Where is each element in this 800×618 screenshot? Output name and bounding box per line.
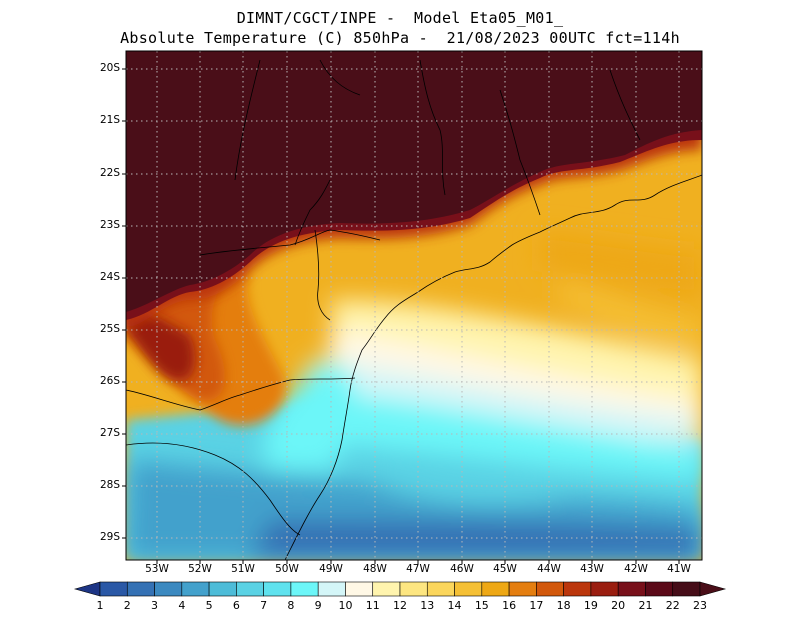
colorbar-swatch — [672, 581, 701, 597]
lat-label: 24S — [100, 271, 121, 283]
lat-label: 23S — [100, 219, 121, 231]
colorbar-swatch — [99, 581, 128, 597]
coastline-borders — [126, 59, 702, 560]
colorbar-label: 8 — [287, 599, 295, 612]
lon-label: 47W — [406, 563, 430, 575]
colorbar-label: 23 — [693, 599, 707, 612]
lon-label: 44W — [537, 563, 561, 575]
colorbar-label: 3 — [151, 599, 159, 612]
colorbar-swatch — [154, 581, 183, 597]
lat-label: 25S — [100, 323, 121, 335]
colorbar-label: 6 — [232, 599, 240, 612]
colorbar-label: 20 — [611, 599, 626, 612]
colorbar-swatch — [399, 581, 428, 597]
colorbar-label: 1 — [96, 599, 104, 612]
colorbar-label: 17 — [529, 599, 544, 612]
lat-label: 29S — [100, 531, 121, 543]
colorbar-label: 19 — [583, 599, 598, 612]
colorbar-swatch — [372, 581, 401, 597]
colorbar-swatch — [126, 581, 155, 597]
colorbar-label: 15 — [474, 599, 489, 612]
colorbar-swatch — [317, 581, 346, 597]
colorbar-label: 11 — [365, 599, 380, 612]
colorbar-swatch — [536, 581, 564, 597]
colorbar-label: 10 — [338, 599, 353, 612]
colorbar-swatch — [590, 581, 619, 597]
chart-title-line1: DIMNT/CGCT/INPE - Model Eta05_M01_ — [236, 9, 564, 27]
map-grid — [126, 51, 702, 560]
colorbar-label: 16 — [502, 599, 517, 612]
colorbar-label: 5 — [205, 599, 213, 612]
colorbar-label: 12 — [393, 599, 407, 612]
colorbar-label: 4 — [178, 599, 186, 612]
colorbar-label: 18 — [556, 599, 571, 612]
lon-label: 52W — [188, 563, 212, 575]
lat-label: 27S — [100, 427, 121, 439]
lon-label: 46W — [450, 563, 474, 575]
map-frame — [125, 50, 703, 561]
lon-label: 43W — [580, 563, 604, 575]
lon-label: 51W — [231, 563, 255, 575]
lat-label: 22S — [100, 167, 121, 179]
colorbar-label: 9 — [314, 599, 322, 612]
colorbar-label: 22 — [665, 599, 680, 612]
colorbar-swatch — [426, 581, 455, 597]
lon-label: 48W — [363, 563, 387, 575]
colorbar-label: 7 — [260, 599, 268, 612]
colorbar-swatch — [481, 581, 510, 597]
temperature-field — [126, 51, 702, 560]
chart-title-line2: Absolute Temperature (C) 850hPa - 21/08/… — [120, 29, 680, 47]
colorbar-swatch — [263, 581, 292, 597]
colorbar-label: 21 — [638, 599, 653, 612]
lon-label: 50W — [275, 563, 299, 575]
lat-label: 20S — [100, 62, 121, 74]
colorbar-label: 14 — [447, 599, 462, 612]
axis-ticks — [122, 68, 680, 564]
colorbar-swatch — [345, 581, 374, 597]
colorbar-under-arrow — [73, 581, 101, 597]
lat-label: 21S — [100, 114, 121, 126]
lon-label: 53W — [145, 563, 169, 575]
colorbar-swatch — [645, 581, 674, 597]
colorbar-swatch — [208, 581, 237, 597]
lat-label: 26S — [100, 375, 121, 387]
colorbar-label: 13 — [420, 599, 435, 612]
colorbar-swatch — [236, 581, 264, 597]
lon-label: 42W — [624, 563, 648, 575]
colorbar-swatch — [508, 581, 537, 597]
lon-label: 41W — [667, 563, 691, 575]
colorbar — [73, 581, 727, 597]
colorbar-swatch — [563, 581, 592, 597]
lon-label: 45W — [493, 563, 517, 575]
lon-label: 49W — [319, 563, 343, 575]
colorbar-swatch — [290, 581, 319, 597]
colorbar-label: 2 — [123, 599, 131, 612]
colorbar-swatch — [617, 581, 646, 597]
colorbar-over-arrow — [699, 581, 727, 597]
colorbar-swatch — [181, 581, 210, 597]
lat-label: 28S — [100, 479, 121, 491]
colorbar-swatch — [454, 581, 483, 597]
